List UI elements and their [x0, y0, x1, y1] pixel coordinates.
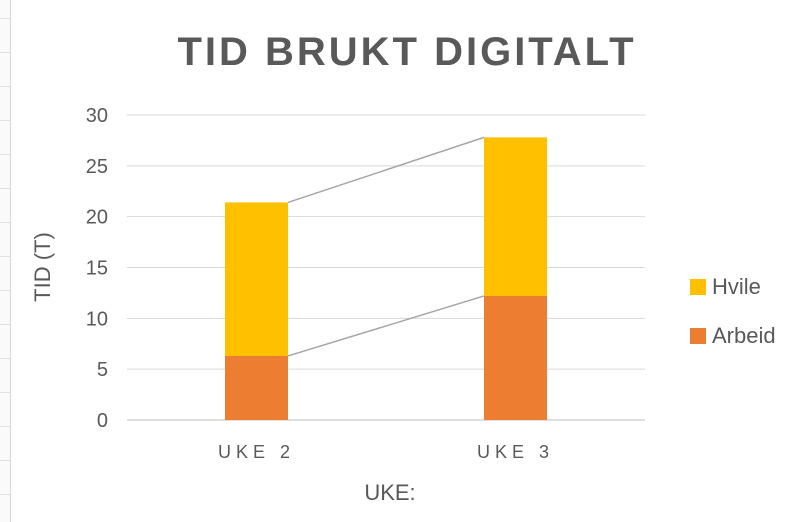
legend-label-hvile: Hvile [712, 274, 761, 299]
bar-segment-arbeid [484, 295, 547, 420]
sheet-row-line [0, 494, 10, 495]
y-tick-label: 0 [97, 410, 108, 432]
y-tick-label: 15 [86, 258, 108, 280]
bar-segment-hvile [225, 202, 288, 356]
chart-title: TID BRUKT DIGITALT [177, 30, 636, 74]
sheet-row-line [0, 426, 10, 427]
y-tick-label: 25 [86, 156, 108, 178]
sheet-row-line [0, 154, 10, 155]
bar-segment-arbeid [225, 355, 288, 420]
bar-segment-hvile [484, 137, 547, 296]
x-axis-label: UKE: [364, 480, 415, 505]
legend-swatch-arbeid [690, 328, 706, 344]
legend-label-arbeid: Arbeid [712, 323, 776, 348]
y-axis-label: TID (T) [30, 232, 55, 302]
sheet-row-line [0, 392, 10, 393]
sheet-row-line [0, 52, 10, 53]
y-tick-label: 20 [86, 207, 108, 229]
sheet-row-line [0, 222, 10, 223]
legend-swatch-hvile [690, 279, 706, 295]
x-tick-label: UKE 3 [477, 442, 554, 462]
sheet-row-line [0, 256, 10, 257]
series-line-arbeid [287, 295, 485, 357]
x-tick-label: UKE 2 [218, 442, 295, 462]
sheet-edge [0, 0, 11, 522]
y-tick-label: 5 [97, 359, 108, 381]
sheet-row-line [0, 18, 10, 19]
sheet-row-line [0, 460, 10, 461]
y-tick-label: 10 [86, 308, 108, 330]
sheet-row-line [0, 358, 10, 359]
sheet-row-line [0, 324, 10, 325]
y-tick-label: 30 [86, 105, 108, 127]
sheet-row-line [0, 120, 10, 121]
sheet-row-line [0, 188, 10, 189]
sheet-row-line [0, 86, 10, 87]
series-line-hvile [287, 136, 485, 204]
sheet-row-line [0, 290, 10, 291]
